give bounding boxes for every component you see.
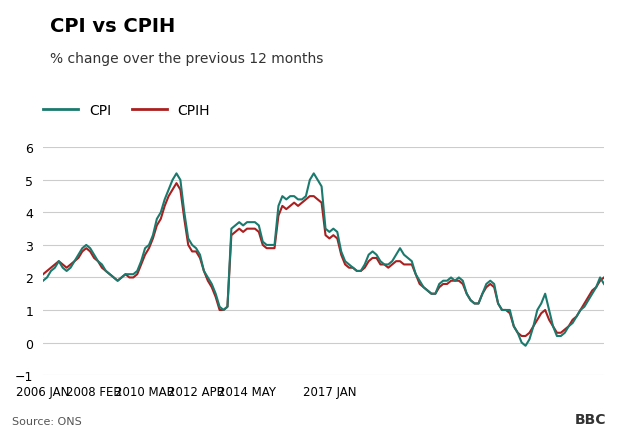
Text: CPI vs CPIH: CPI vs CPIH — [50, 17, 175, 36]
Text: Source: ONS: Source: ONS — [12, 416, 82, 426]
Text: % change over the previous 12 months: % change over the previous 12 months — [50, 52, 323, 65]
Legend: CPI, CPIH: CPI, CPIH — [38, 98, 216, 123]
Text: BBC: BBC — [575, 412, 607, 426]
